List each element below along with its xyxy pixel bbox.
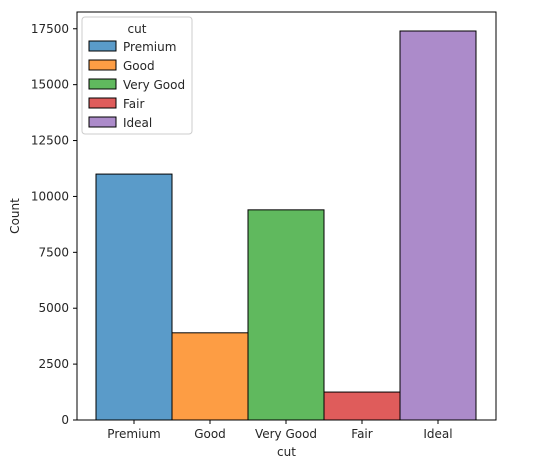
y-tick-label: 7500 bbox=[38, 245, 69, 259]
legend-swatch bbox=[88, 116, 117, 128]
y-tick-label: 17500 bbox=[31, 22, 69, 36]
x-tick-label: Very Good bbox=[255, 427, 317, 441]
y-axis: 0 2500 5000 7500 10000 12500 15000 17500 bbox=[31, 22, 77, 427]
legend-entry: Premium bbox=[123, 40, 176, 54]
bar-ideal bbox=[399, 30, 477, 421]
x-tick-label: Ideal bbox=[423, 427, 452, 441]
legend: cut Premium Good Very Good Fair Ideal bbox=[81, 16, 193, 135]
x-tick-label: Fair bbox=[351, 427, 372, 441]
legend-swatch bbox=[88, 97, 117, 109]
bar-good bbox=[171, 332, 249, 421]
legend-entry: Good bbox=[123, 59, 155, 73]
legend-entry: Very Good bbox=[123, 78, 185, 92]
y-tick-label: 12500 bbox=[31, 134, 69, 148]
bar-premium bbox=[95, 173, 173, 421]
x-axis-label: cut bbox=[277, 445, 296, 459]
legend-swatch bbox=[88, 40, 117, 52]
y-tick-label: 0 bbox=[61, 413, 69, 427]
bar-very-good bbox=[247, 209, 325, 421]
bars-layer bbox=[95, 30, 477, 421]
legend-entry: Ideal bbox=[123, 116, 152, 130]
y-tick-label: 2500 bbox=[38, 357, 69, 371]
y-axis-label: Count bbox=[8, 198, 22, 234]
legend-entry: Fair bbox=[123, 97, 144, 111]
legend-swatch bbox=[88, 78, 117, 90]
y-tick-label: 15000 bbox=[31, 78, 69, 92]
x-tick-label: Premium bbox=[107, 427, 160, 441]
x-axis: Premium Good Very Good Fair Ideal bbox=[107, 420, 453, 441]
legend-swatch bbox=[88, 59, 117, 71]
y-tick-label: 10000 bbox=[31, 189, 69, 203]
bar-fair bbox=[323, 391, 401, 421]
x-tick-label: Good bbox=[194, 427, 226, 441]
y-tick-label: 5000 bbox=[38, 301, 69, 315]
plot-frame bbox=[76, 11, 497, 421]
legend-title: cut bbox=[128, 22, 147, 36]
